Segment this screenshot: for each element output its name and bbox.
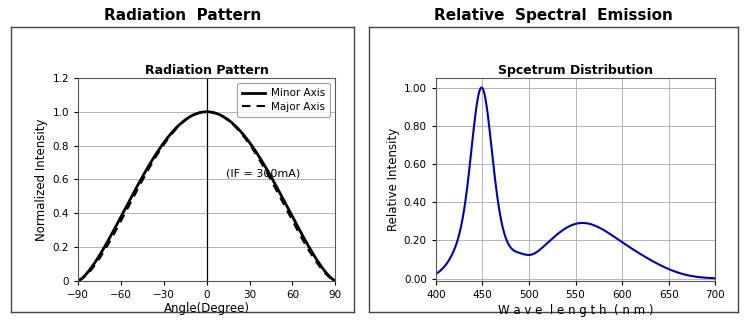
X-axis label: W a v e  l e n g t h  ( n m ): W a v e l e n g t h ( n m ) — [498, 304, 653, 317]
Title: Spcetrum Distribution: Spcetrum Distribution — [498, 64, 653, 77]
Minor Axis — [250, 148, 259, 152]
Minor Axis — [331, 279, 340, 283]
Major Axis — [331, 279, 340, 283]
Legend: Minor Axis, Major Axis: Minor Axis, Major Axis — [237, 83, 330, 117]
Major Axis — [274, 193, 283, 197]
Major Axis — [178, 121, 187, 125]
Y-axis label: Relative Intensity: Relative Intensity — [387, 128, 399, 231]
Major Axis — [74, 279, 83, 283]
Y-axis label: Normalized Intensity: Normalized Intensity — [36, 118, 48, 240]
Minor Axis — [74, 279, 83, 283]
Minor Axis — [100, 245, 109, 249]
Line: Minor Axis: Minor Axis — [78, 112, 335, 281]
Minor Axis — [202, 110, 211, 114]
Title: Radiation  Pattern: Radiation Pattern — [104, 8, 261, 23]
Minor Axis — [279, 198, 288, 202]
Text: (IF = 300mA): (IF = 300mA) — [226, 168, 300, 178]
X-axis label: Angle(Degree): Angle(Degree) — [164, 302, 250, 315]
Major Axis — [279, 202, 288, 206]
Major Axis — [250, 151, 259, 155]
Minor Axis — [178, 120, 187, 124]
Major Axis — [100, 249, 109, 253]
Line: Major Axis: Major Axis — [78, 112, 335, 281]
Title: Radiation Pattern: Radiation Pattern — [145, 64, 269, 77]
Minor Axis — [274, 189, 283, 193]
Minor Axis — [187, 114, 196, 118]
Title: Relative  Spectral  Emission: Relative Spectral Emission — [434, 8, 673, 23]
Major Axis — [202, 110, 211, 114]
Major Axis — [187, 114, 196, 118]
